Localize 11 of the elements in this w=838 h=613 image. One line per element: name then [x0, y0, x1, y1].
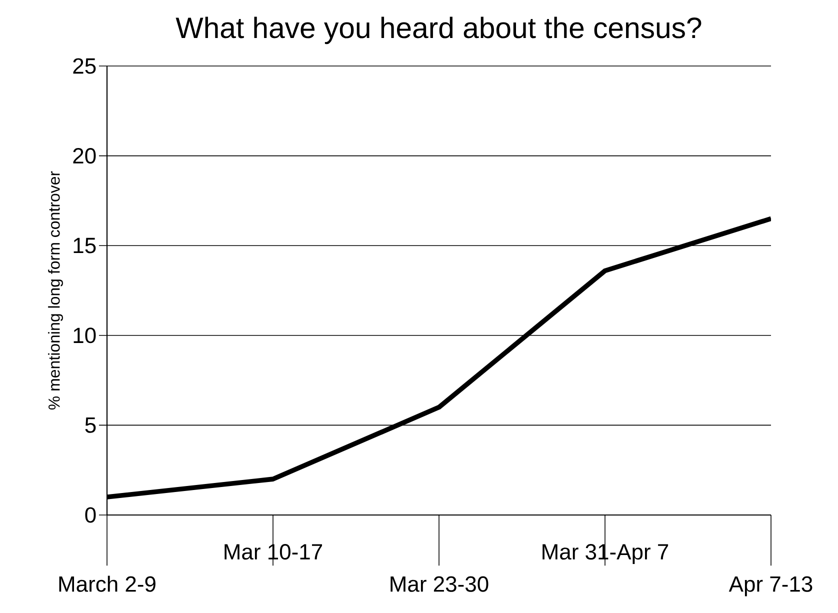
x-tick-label: Apr 7-13	[728, 576, 812, 596]
y-tick-label: 5	[85, 418, 96, 433]
y-tick-label: 25	[73, 58, 96, 74]
x-tick-label: Mar 23-30	[390, 576, 488, 592]
y-tick-label: 15	[74, 238, 96, 254]
y-axis-title: % mentioning long form controver	[48, 171, 63, 410]
y-tick-label: 0	[85, 507, 96, 523]
x-tick-label: March 2-9	[59, 576, 156, 592]
y-tick-label: 20	[73, 148, 96, 164]
y-tick-label: 10	[74, 328, 96, 344]
chart-title: What have you heard about the census?	[176, 16, 702, 44]
